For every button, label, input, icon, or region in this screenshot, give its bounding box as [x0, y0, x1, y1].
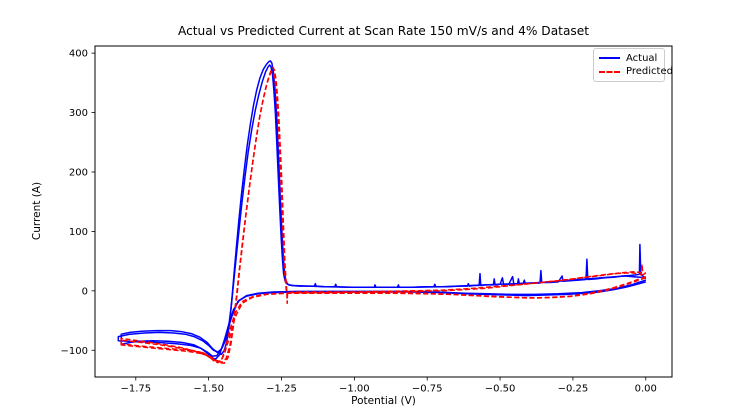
x-tick-label: −0.25 [558, 384, 589, 395]
axes-frame [94, 45, 673, 378]
legend-label-actual: Actual [626, 52, 658, 64]
series-group [117, 60, 647, 365]
x-tick-label: 0.00 [635, 384, 657, 395]
y-tick-label: 0 [82, 286, 88, 297]
x-tick-label: −1.75 [120, 384, 151, 395]
series-line-actual [117, 64, 647, 357]
legend-item-actual: Actual [599, 52, 659, 65]
series-line-actual [120, 60, 647, 360]
legend-item-predicted: Predicted [599, 65, 673, 78]
x-tick-label: −1.50 [193, 384, 224, 395]
x-tick-label: −0.50 [485, 384, 516, 395]
x-tick-label: −1.00 [339, 384, 370, 395]
x-axis-label: Potential (V) [351, 395, 416, 407]
series-line-predicted [120, 66, 647, 365]
series-line-predicted [120, 70, 647, 363]
legend-label-predicted: Predicted [626, 66, 673, 78]
legend: Actual Predicted [593, 48, 673, 82]
predicted-line-swatch [599, 70, 620, 73]
x-tick-label: −1.25 [266, 384, 297, 395]
chart-title: Actual vs Predicted Current at Scan Rate… [177, 24, 590, 38]
y-tick-label: 200 [69, 167, 88, 178]
x-tick-label: −0.75 [412, 384, 443, 395]
y-tick-label: −100 [61, 346, 88, 357]
actual-line-swatch [599, 57, 620, 60]
y-tick-label: 400 [69, 49, 88, 60]
y-axis-label: Current (A) [31, 181, 43, 241]
y-tick-label: 300 [69, 108, 88, 119]
y-tick-label: 100 [69, 227, 88, 238]
